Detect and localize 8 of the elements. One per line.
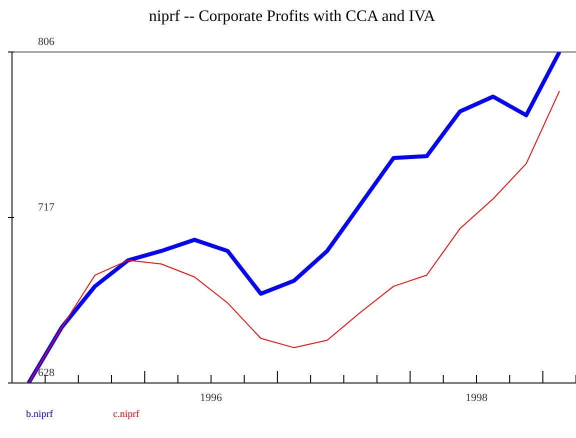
y-tick-label: 717 [38, 202, 55, 214]
y-tick-label: 806 [38, 36, 55, 48]
y-tick-label: 628 [38, 367, 55, 379]
x-tick-label: 1996 [200, 392, 223, 404]
text: b.niprf [26, 409, 53, 420]
x-tick-label: 1998 [465, 392, 488, 404]
text: c.niprf [112, 409, 140, 420]
chart-title: niprf -- Corporate Profits with CCA and IVA [148, 8, 436, 27]
